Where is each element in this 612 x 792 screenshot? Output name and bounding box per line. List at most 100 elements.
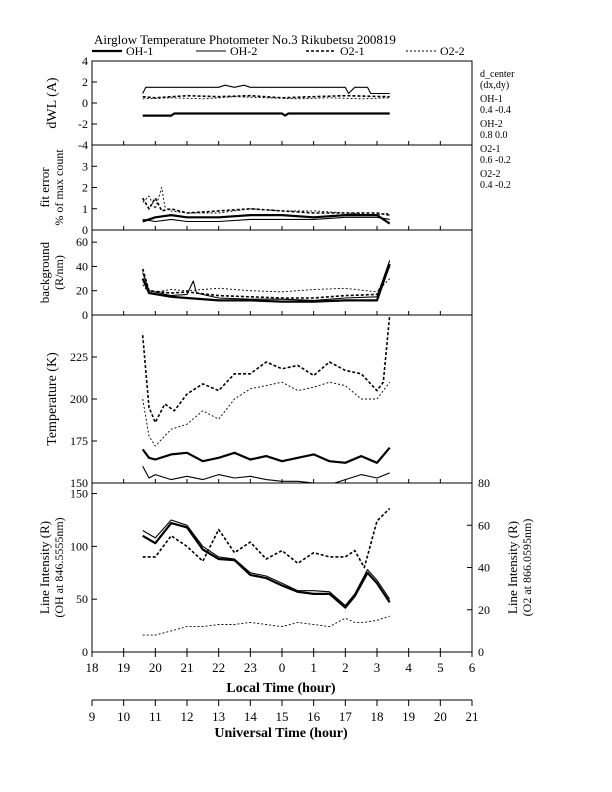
y-tick-label: 0 <box>82 308 88 322</box>
series-line-o2-2 <box>142 278 391 294</box>
side-notes: d_center (dx,dy) OH-1 0.4 -0.4 OH-2 0.8 … <box>480 69 515 191</box>
y-axis-label-2: % of max count <box>52 149 66 226</box>
chart-title: Airglow Temperature Photometer No.3 Riku… <box>94 32 396 47</box>
note-d-center: d_center <box>480 69 515 80</box>
ut-tick-label: 19 <box>402 709 415 724</box>
y-tick-label: 225 <box>70 350 88 364</box>
note-o21: O2-1 <box>480 144 501 155</box>
panel-background: 60 40 20 0 background (R/nm) <box>37 229 473 322</box>
y2-axis-label: Line Intensity (R) <box>505 521 520 614</box>
y-tick-label: -4 <box>78 138 88 152</box>
local-time-tick-label: 2 <box>342 660 349 675</box>
local-time-tick-label: 1 <box>310 660 317 675</box>
note-o22: O2-2 <box>480 169 501 180</box>
y-tick-label: 0 <box>82 645 88 659</box>
note-dxdy: (dx,dy) <box>480 80 509 91</box>
y-tick-label: 0 <box>82 223 88 237</box>
legend-label-oh-1: OH-1 <box>126 44 153 58</box>
series-line-oh-2 <box>142 260 391 301</box>
series-line-o2-1 <box>142 94 390 99</box>
panel-frame <box>91 60 473 146</box>
y-tick-label: -2 <box>78 117 88 131</box>
x-axes: 18 19 20 21 22 23 0 1 2 3 4 5 69 10 11 12 13 14 15 16 17 18 19… <box>86 652 479 724</box>
panel-frame <box>91 144 473 231</box>
legend-label-oh-2: OH-2 <box>230 44 257 58</box>
series-line-oh-1 <box>142 522 391 609</box>
y-axis-label-2: (OH at 846.5555nm) <box>52 517 66 617</box>
y-tick-label: 150 <box>70 487 88 501</box>
y-axis-label: Line Intensity (R) <box>37 521 52 614</box>
y-tick-label: 2 <box>82 181 88 195</box>
series-line-oh-2 <box>142 84 390 95</box>
ut-tick-label: 17 <box>339 709 353 724</box>
series-line-oh-2 <box>142 465 390 483</box>
y2-tick-label: 20 <box>478 603 490 617</box>
ut-tick-label: 10 <box>117 709 130 724</box>
panel-temperature: 225 200 175 150 Temperature (K) <box>45 314 473 490</box>
series-line-oh-1 <box>141 263 391 303</box>
series-line-o2-1 <box>141 315 391 424</box>
y-axis-label: dWL (A) <box>45 77 60 129</box>
ut-tick-label: 15 <box>276 709 289 724</box>
y-tick-label: 2 <box>82 75 88 89</box>
series-line-o2-2 <box>142 96 390 100</box>
y2-tick-label: 60 <box>478 518 490 532</box>
note-oh2-vals: 0.8 0.0 <box>480 130 508 141</box>
y-tick-label: 1 <box>82 202 88 216</box>
y-axis-label: background <box>37 241 52 303</box>
y-tick-label: 3 <box>82 159 88 173</box>
series-line-o2-2 <box>142 187 390 216</box>
y-tick-label: 4 <box>82 54 88 68</box>
ut-tick-label: 18 <box>371 709 384 724</box>
local-time-tick-label: 20 <box>149 660 162 675</box>
panel-dWL: 4 2 0 -2 -4 dWL (A) <box>45 54 473 152</box>
series-line-o2-1 <box>142 507 391 569</box>
ut-tick-label: 11 <box>149 709 162 724</box>
y2-tick-label: 0 <box>478 645 484 659</box>
series-line-oh-1 <box>142 214 391 225</box>
y-axis-label: fit error <box>37 167 52 208</box>
series-line-oh-1 <box>141 446 391 464</box>
y-axis-label: Temperature (K) <box>45 352 60 446</box>
ut-tick-label: 9 <box>89 709 96 724</box>
local-time-tick-label: 21 <box>181 660 194 675</box>
local-time-tick-label: 19 <box>117 660 130 675</box>
y2-tick-label: 40 <box>478 561 490 575</box>
legend: OH-1 OH-2 O2-1 O2-2 <box>92 44 465 58</box>
local-time-tick-label: 6 <box>469 660 476 675</box>
series-line-oh-2 <box>142 519 391 607</box>
legend-label-o2-1: O2-1 <box>340 44 365 58</box>
ut-tick-label: 12 <box>181 709 194 724</box>
y-axis-label-2: (R/nm) <box>52 255 66 290</box>
y-tick-label: 0 <box>82 96 88 110</box>
y-tick-label: 20 <box>76 284 88 298</box>
y-tick-label: 200 <box>70 392 88 406</box>
note-oh1-vals: 0.4 -0.4 <box>480 105 511 116</box>
series-line-o2-2 <box>142 615 390 636</box>
y2-axis-label-2: (O2 at 866.0595nm) <box>520 519 534 617</box>
ut-tick-label: 20 <box>434 709 447 724</box>
local-time-tick-label: 5 <box>437 660 444 675</box>
y-tick-label: 50 <box>76 592 88 606</box>
ut-tick-label: 14 <box>244 709 258 724</box>
local-time-tick-label: 4 <box>405 660 412 675</box>
y-tick-label: 40 <box>76 259 88 273</box>
ut-tick-label: 13 <box>212 709 225 724</box>
ut-tick-label: 21 <box>466 709 479 724</box>
y-tick-label: 100 <box>70 539 88 553</box>
note-o22-vals: 0.4 -0.2 <box>480 180 511 191</box>
local-time-tick-label: 0 <box>279 660 286 675</box>
y-tick-label: 175 <box>70 434 88 448</box>
note-oh1: OH-1 <box>480 94 503 105</box>
series-line-oh-1 <box>142 112 390 117</box>
local-time-label: Local Time (hour) <box>226 681 335 696</box>
y2-tick-label: 80 <box>478 476 490 490</box>
local-time-tick-label: 22 <box>212 660 225 675</box>
y-tick-label: 150 <box>70 476 88 490</box>
legend-label-o2-2: O2-2 <box>440 44 465 58</box>
series-line-oh-2 <box>142 216 390 223</box>
ut-tick-label: 16 <box>307 709 321 724</box>
